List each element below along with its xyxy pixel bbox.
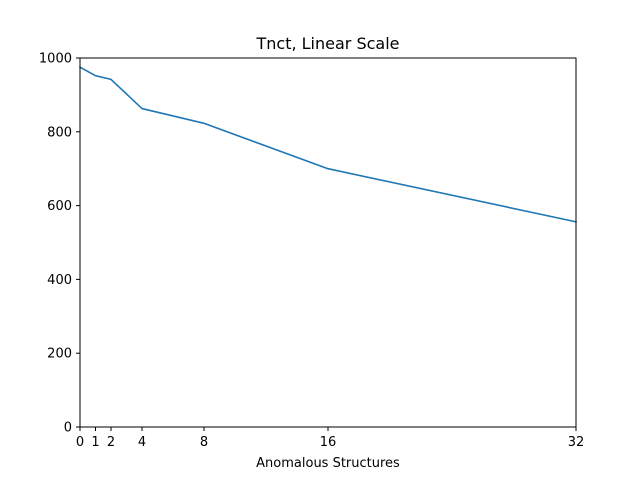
y-tick-label: 200 (47, 347, 72, 362)
y-tick-label: 0 (64, 421, 72, 436)
series-line-0 (78, 66, 577, 223)
y-tick-label: 600 (47, 199, 72, 214)
x-tick-label: 4 (138, 435, 146, 450)
x-axis-label: Anomalous Structures (256, 456, 400, 471)
y-tick-label: 800 (47, 125, 72, 140)
chart-title: Tnct, Linear Scale (255, 34, 399, 53)
x-tick-label: 2 (107, 435, 115, 450)
y-tick-label: 400 (47, 273, 72, 288)
x-tick-label: 32 (568, 435, 585, 450)
y-tick-label: 1000 (39, 52, 72, 67)
x-tick-label: 16 (320, 435, 337, 450)
x-tick-label: 8 (200, 435, 208, 450)
x-tick-label: 0 (76, 435, 84, 450)
x-tick-label: 1 (91, 435, 99, 450)
